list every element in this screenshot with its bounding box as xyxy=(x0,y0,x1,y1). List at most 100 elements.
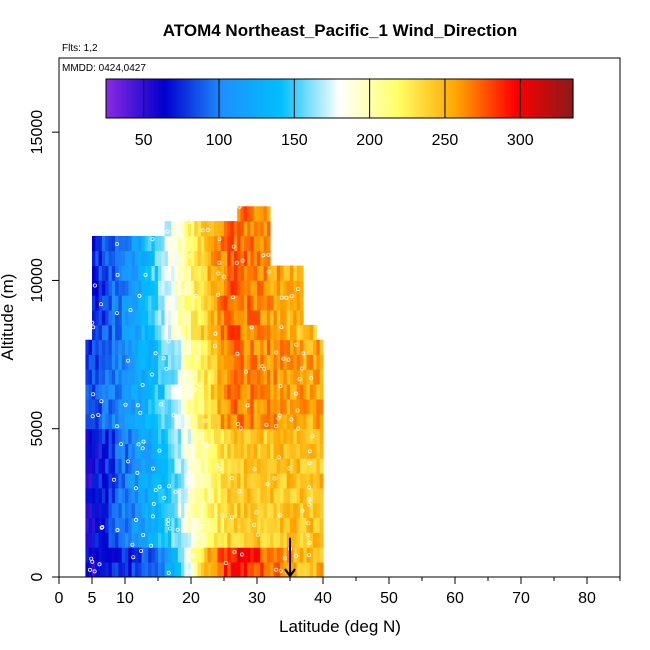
heat-cell xyxy=(131,324,136,341)
heat-cell xyxy=(250,369,255,385)
heat-cell xyxy=(128,265,132,281)
heat-cell xyxy=(174,517,179,533)
sample-point xyxy=(159,402,164,407)
heat-cell xyxy=(131,502,136,519)
heat-cell xyxy=(105,265,109,281)
heat-cell xyxy=(171,280,175,296)
heat-cell xyxy=(85,399,90,415)
heat-cell xyxy=(171,339,175,355)
heat-cell xyxy=(121,295,126,311)
heat-cell xyxy=(141,280,146,296)
heat-cell xyxy=(204,250,208,266)
colorbar-segment xyxy=(534,79,538,118)
sample-point xyxy=(306,521,311,526)
heat-cell xyxy=(247,280,251,296)
heat-cell xyxy=(243,235,248,252)
heat-cell xyxy=(217,517,222,533)
heat-cell xyxy=(207,310,212,326)
colorbar-segment xyxy=(356,79,360,118)
sample-point xyxy=(141,533,146,538)
heat-cell xyxy=(184,562,189,578)
heat-cell xyxy=(181,221,185,237)
colorbar-segment xyxy=(511,79,515,118)
heat-cell xyxy=(299,488,304,504)
colorbar-segment xyxy=(233,79,237,118)
heat-cell xyxy=(309,488,314,504)
heat-cell xyxy=(263,458,268,474)
heat-cell xyxy=(191,428,195,444)
heat-cell xyxy=(230,295,235,311)
colorbar-segment xyxy=(199,79,203,118)
heat-cell xyxy=(303,354,307,370)
sample-point xyxy=(175,527,180,532)
heat-cell xyxy=(263,324,268,341)
heat-cell xyxy=(118,517,123,533)
heat-cell xyxy=(240,280,245,296)
sample-point xyxy=(115,424,120,429)
sample-point xyxy=(195,535,200,540)
heat-cell xyxy=(313,369,317,385)
colorbar-segment xyxy=(335,79,338,118)
colorbar-segment xyxy=(106,79,109,118)
heat-cell xyxy=(257,547,261,563)
heat-cell xyxy=(101,280,106,296)
heat-cell xyxy=(121,458,126,474)
heat-cell xyxy=(161,295,165,311)
heat-cell xyxy=(296,339,301,355)
heat-cell xyxy=(257,443,261,459)
heat-cell xyxy=(230,458,235,474)
heat-cell xyxy=(270,369,274,385)
heat-cell xyxy=(125,265,129,281)
heat-cell xyxy=(250,458,255,474)
heat-cell xyxy=(171,413,175,430)
heat-cell xyxy=(313,502,317,519)
heat-cell xyxy=(194,399,198,415)
heat-cell xyxy=(250,547,255,563)
heat-cell xyxy=(125,280,129,296)
heat-cell xyxy=(217,458,222,474)
heat-cell xyxy=(319,473,324,489)
heat-cell xyxy=(194,280,198,296)
heat-cell xyxy=(125,295,129,311)
heat-cell xyxy=(280,369,284,385)
colorbar-segment xyxy=(517,79,521,118)
heat-cell xyxy=(158,339,162,355)
heat-cell xyxy=(253,250,258,266)
heat-cell xyxy=(187,354,192,370)
heat-cell xyxy=(125,413,129,430)
colorbar-segment xyxy=(263,79,266,118)
heat-cell xyxy=(296,532,301,548)
heat-cell xyxy=(131,443,136,459)
heat-cell xyxy=(187,310,192,326)
heat-cell xyxy=(204,280,208,296)
heat-cell xyxy=(194,428,198,444)
heat-cell xyxy=(197,295,202,311)
heat-cell xyxy=(105,413,109,430)
heat-cell xyxy=(187,295,192,311)
heat-cell xyxy=(257,384,261,400)
sample-point xyxy=(252,466,257,471)
heat-cell xyxy=(108,354,113,370)
heat-cell xyxy=(290,532,294,548)
heat-cell xyxy=(230,250,235,266)
heat-cell xyxy=(266,473,271,489)
heat-cell xyxy=(243,517,248,533)
heat-cell xyxy=(306,354,311,370)
heat-cell xyxy=(105,384,109,400)
heat-cell xyxy=(293,458,297,474)
colorbar-segment xyxy=(530,79,534,118)
heat-cell xyxy=(263,369,268,385)
heat-cell xyxy=(92,547,96,563)
heat-cell xyxy=(144,443,149,459)
heat-cell xyxy=(95,235,99,252)
heat-cell xyxy=(233,354,238,370)
heat-cell xyxy=(111,324,116,341)
heat-cell xyxy=(266,206,271,222)
heat-cell xyxy=(299,443,304,459)
heat-cell xyxy=(197,235,202,252)
heat-cell xyxy=(121,473,126,489)
colorbar-segment xyxy=(286,79,290,118)
heat-cell xyxy=(290,547,294,563)
heat-cell xyxy=(187,339,192,355)
heat-cell xyxy=(220,532,225,548)
